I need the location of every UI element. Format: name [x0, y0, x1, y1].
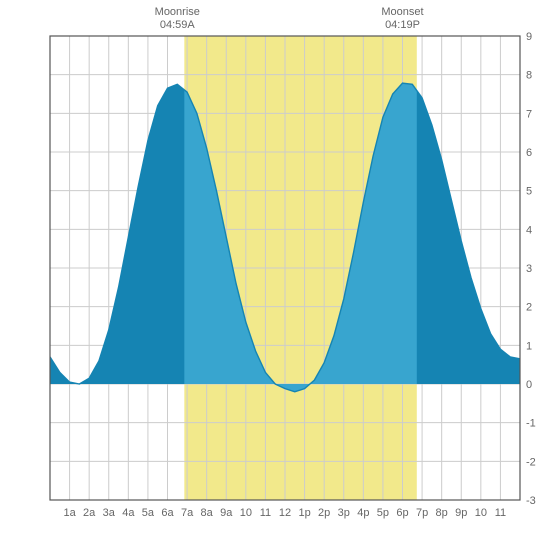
moonrise-title: Moonrise [147, 6, 207, 19]
svg-text:4p: 4p [357, 507, 369, 519]
svg-text:2: 2 [526, 302, 532, 314]
svg-text:8p: 8p [436, 507, 448, 519]
svg-text:6a: 6a [161, 507, 174, 519]
svg-text:9p: 9p [455, 507, 467, 519]
chart-svg: -3-2-101234567891a2a3a4a5a6a7a8a9a101112… [10, 10, 540, 540]
svg-text:4: 4 [526, 224, 532, 236]
svg-text:2p: 2p [318, 507, 330, 519]
svg-text:10: 10 [240, 507, 252, 519]
svg-text:7a: 7a [181, 507, 194, 519]
svg-text:3: 3 [526, 263, 532, 275]
svg-text:3a: 3a [103, 507, 116, 519]
svg-text:11: 11 [260, 507, 271, 519]
svg-text:12: 12 [279, 507, 291, 519]
svg-text:1p: 1p [298, 507, 310, 519]
svg-text:7: 7 [526, 108, 532, 120]
svg-text:8a: 8a [201, 507, 214, 519]
svg-text:11: 11 [495, 507, 506, 519]
svg-text:5a: 5a [142, 507, 155, 519]
svg-text:9a: 9a [220, 507, 233, 519]
svg-text:3p: 3p [338, 507, 350, 519]
svg-text:10: 10 [475, 507, 487, 519]
svg-text:-2: -2 [526, 456, 536, 468]
svg-text:1a: 1a [63, 507, 76, 519]
svg-text:5p: 5p [377, 507, 389, 519]
svg-text:5: 5 [526, 186, 532, 198]
moonrise-label: Moonrise 04:59A [147, 6, 207, 32]
svg-text:8: 8 [526, 70, 532, 82]
svg-text:6: 6 [526, 147, 532, 159]
moonset-title: Moonset [373, 6, 433, 19]
svg-text:7p: 7p [416, 507, 428, 519]
svg-text:1: 1 [526, 340, 532, 352]
svg-text:9: 9 [526, 31, 532, 43]
svg-text:2a: 2a [83, 507, 96, 519]
svg-text:0: 0 [526, 379, 532, 391]
tide-moon-chart: Moonrise 04:59A Moonset 04:19P -3-2-1012… [10, 10, 540, 540]
svg-text:6p: 6p [396, 507, 408, 519]
moonset-label: Moonset 04:19P [373, 6, 433, 32]
svg-text:-1: -1 [526, 418, 536, 430]
moonrise-time: 04:59A [147, 19, 207, 32]
svg-text:4a: 4a [122, 507, 135, 519]
svg-text:-3: -3 [526, 495, 536, 507]
moonset-time: 04:19P [373, 19, 433, 32]
